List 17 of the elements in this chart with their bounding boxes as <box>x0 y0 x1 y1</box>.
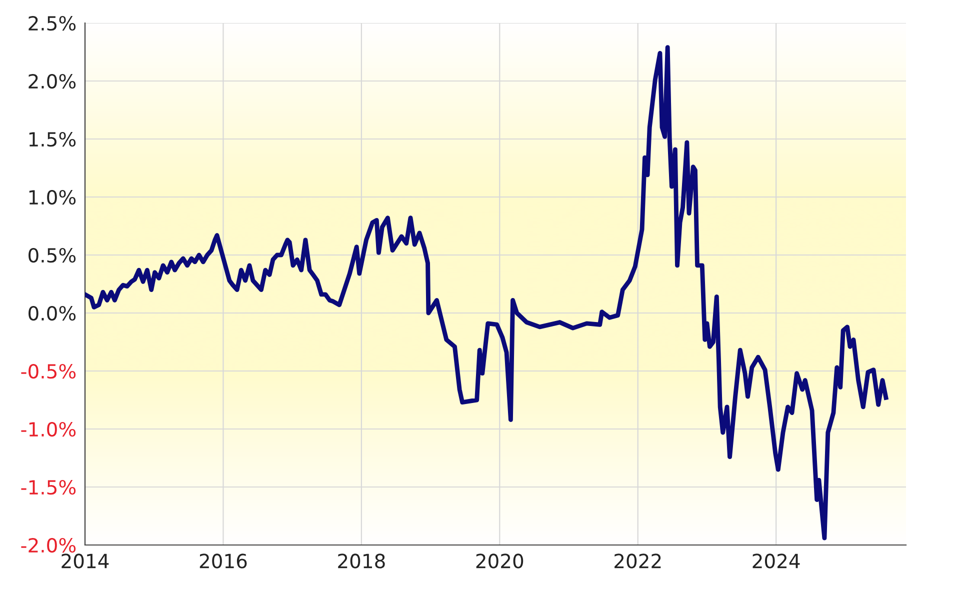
y-tick-label: 2.5% <box>28 16 76 31</box>
y-tick-label: -1.5% <box>21 480 76 495</box>
y-tick-label: -2.0% <box>21 538 76 553</box>
y-tick-label: -0.5% <box>21 364 76 379</box>
x-tick-label: 2018 <box>338 554 385 568</box>
x-tick-label: 2016 <box>200 554 247 568</box>
y-tick-label: 0.5% <box>28 248 76 263</box>
x-tick-label: 2024 <box>752 554 800 568</box>
y-tick-label: 0.0% <box>28 306 76 321</box>
x-tick-label: 2020 <box>476 554 524 568</box>
x-tick-label: 2022 <box>614 554 661 568</box>
y-tick-label: 1.5% <box>29 132 76 147</box>
line-series <box>85 45 888 540</box>
y-tick-label: 2.0% <box>28 74 76 89</box>
y-tick-label: 1.0% <box>29 190 76 205</box>
y-tick-label: -1.0% <box>21 422 76 437</box>
x-tick-label: 2014 <box>62 554 109 568</box>
